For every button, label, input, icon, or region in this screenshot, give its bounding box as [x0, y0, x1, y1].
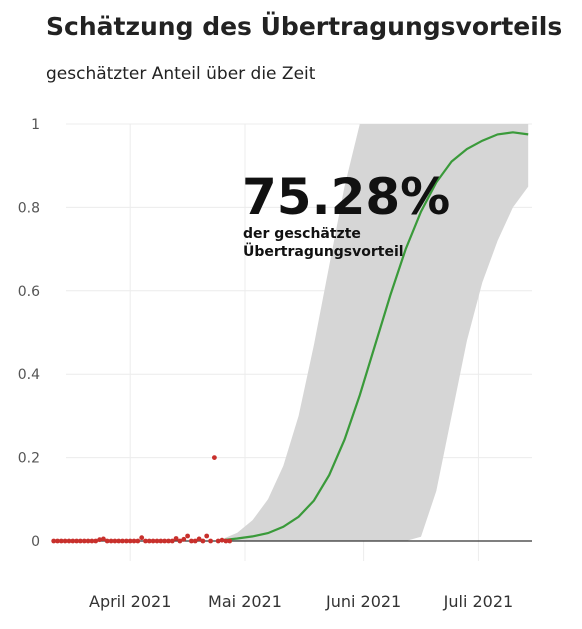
- observation-point: [93, 538, 99, 544]
- observation-point: [124, 538, 129, 544]
- observation-point: [223, 538, 229, 544]
- observation-point: [204, 533, 210, 539]
- y-tick-label: 0.8: [18, 200, 40, 216]
- observation-point: [51, 538, 57, 544]
- observation-point: [108, 538, 114, 544]
- observation-point: [192, 538, 198, 544]
- observation-point: [81, 538, 87, 544]
- observation-point: [185, 533, 191, 539]
- observation-point: [101, 536, 106, 542]
- observation-point: [177, 538, 183, 544]
- observation-point: [120, 538, 125, 544]
- observation-point: [139, 535, 145, 541]
- observation-point: [116, 538, 122, 544]
- observation-point: [162, 538, 168, 544]
- observation-point: [200, 538, 206, 544]
- annotation-value: 75.28%: [242, 168, 450, 226]
- observation-point: [104, 538, 110, 544]
- observation-point: [62, 538, 68, 544]
- observation-point: [97, 537, 102, 543]
- x-axis-ticks: April 2021 Mai 2021 Juni 2021 Juli 2021: [89, 592, 513, 611]
- observation-point: [58, 538, 64, 544]
- y-axis-ticks: 0 0.2 0.4 0.6 0.8 1: [18, 117, 40, 550]
- x-tick-label: Juni 2021: [325, 592, 401, 611]
- x-tick-label: Juli 2021: [443, 592, 514, 611]
- observation-point: [215, 538, 221, 544]
- observation-point: [219, 537, 225, 543]
- observation-points: [51, 455, 233, 544]
- observation-point: [55, 538, 60, 544]
- observation-point: [66, 538, 72, 544]
- observation-point: [196, 536, 202, 542]
- y-tick-label: 0.2: [18, 451, 40, 467]
- observation-point: [131, 538, 137, 544]
- observation-point: [227, 538, 233, 544]
- observation-point: [169, 538, 175, 544]
- chart-title: Schätzung des Übertragungsvorteils: [46, 12, 563, 41]
- estimate-line: [221, 131, 529, 542]
- x-tick-label: Mai 2021: [208, 592, 282, 611]
- observation-point: [212, 455, 217, 460]
- observation-point: [70, 538, 76, 544]
- observation-point: [173, 536, 179, 541]
- confidence-band: [222, 124, 529, 541]
- observation-point: [85, 538, 91, 544]
- observation-point: [143, 538, 148, 544]
- observation-point: [166, 538, 171, 544]
- chart-subtitle: geschätzter Anteil über die Zeit: [46, 64, 316, 84]
- y-tick-label: 1: [31, 117, 40, 133]
- observation-point: [127, 538, 133, 544]
- y-tick-label: 0: [31, 534, 40, 550]
- observation-point: [150, 538, 156, 544]
- observation-point: [158, 538, 164, 544]
- observation-point: [135, 538, 141, 544]
- observation-point: [112, 538, 118, 544]
- x-tick-label: April 2021: [89, 592, 171, 611]
- observation-point: [89, 538, 95, 544]
- observation-point: [189, 538, 194, 544]
- annotation-label-line2: Übertragungsvorteil: [243, 242, 404, 260]
- y-tick-label: 0.6: [18, 284, 40, 300]
- annotation-label-line1: der geschätzte: [243, 226, 361, 242]
- observation-point: [154, 538, 160, 544]
- observation-point: [74, 538, 79, 544]
- observation-point: [146, 538, 152, 544]
- observation-point: [181, 536, 187, 542]
- observation-point: [78, 538, 83, 544]
- y-tick-label: 0.4: [18, 367, 40, 383]
- observation-point: [208, 538, 214, 544]
